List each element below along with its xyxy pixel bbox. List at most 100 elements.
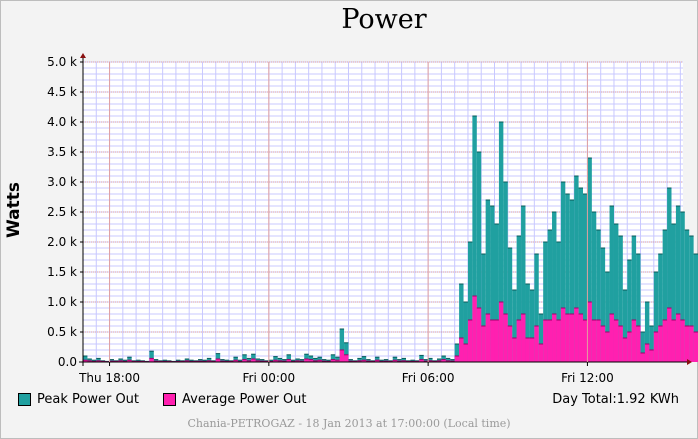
y-tick-label: 2.0 k (47, 235, 77, 249)
peak-bar (547, 230, 553, 362)
average-bar (569, 314, 575, 362)
y-tick-label: 1.5 k (47, 265, 77, 279)
x-tick-label: Fri 12:00 (561, 371, 614, 385)
y-tick-label: 4.0 k (47, 115, 77, 129)
peak-bar (459, 284, 464, 362)
peak-bar (454, 344, 460, 362)
average-bar (308, 359, 314, 362)
peak-bar (560, 182, 566, 362)
average-bar (277, 360, 283, 362)
peak-bar (680, 212, 685, 362)
peak-bar (428, 358, 433, 362)
average-bar (543, 320, 548, 362)
peak-bar (565, 194, 570, 362)
peak-bar (534, 254, 539, 362)
peak-bar (596, 230, 601, 362)
peak-bar (574, 176, 579, 362)
peak-bar (649, 326, 654, 362)
peak-bar (242, 354, 247, 362)
series-average (83, 295, 698, 363)
y-tick-label: 5.0 k (47, 55, 77, 69)
average-bar (578, 314, 583, 362)
average-bar (317, 360, 322, 362)
peak-bar (313, 358, 318, 362)
average-bar (547, 320, 553, 362)
average-bar (583, 320, 588, 362)
average-bar (565, 314, 570, 362)
average-bar (304, 359, 309, 362)
chart-plot: 0.0 0.5 k 1.0 k 1.5 k 2.0 k 2.5 k 3.0 k 3.5 k 4.… (47, 53, 698, 385)
average-bar (671, 320, 676, 362)
average-bar (636, 326, 641, 362)
average-bar (662, 320, 668, 362)
peak-bar (96, 358, 101, 362)
average-bar (467, 320, 473, 362)
peak-bar (206, 358, 212, 362)
average-bar (184, 360, 190, 362)
peak-bar (631, 236, 637, 362)
peak-bar (543, 242, 548, 362)
average-bar (490, 320, 495, 362)
average-bar (529, 338, 535, 362)
peak-bar (467, 242, 473, 362)
y-tick-label: 0.5 k (47, 325, 77, 339)
peak-bar (556, 242, 561, 362)
peak-bar (569, 200, 575, 362)
average-bar (613, 320, 619, 362)
peak-bar (693, 254, 698, 362)
peak-bar (583, 194, 588, 362)
average-bar (251, 359, 256, 362)
peak-bar (675, 206, 681, 362)
peak-bar (286, 354, 291, 362)
average-bar (596, 320, 601, 362)
peak-bar (503, 182, 508, 362)
peak-bar (392, 357, 398, 362)
average-bar (684, 326, 690, 362)
y-tick-label: 2.5 k (47, 205, 77, 219)
average-bar (516, 320, 522, 362)
peak-bar (587, 158, 592, 362)
average-bar (295, 360, 300, 362)
average-bar (242, 359, 247, 362)
average-bar (335, 360, 340, 362)
average-bar (392, 360, 398, 362)
average-bar (255, 360, 260, 362)
peak-bar (671, 224, 676, 362)
x-tick-labels: Thu 18:00 Fri 00:00 Fri 06:00 Fri 12:00 (78, 62, 614, 385)
average-bar (149, 358, 154, 362)
average-bar (556, 320, 561, 362)
y-tick-label: 3.0 k (47, 175, 77, 189)
average-bar (494, 320, 499, 362)
peak-bar (512, 290, 517, 362)
peak-bar (640, 332, 645, 362)
peak-bar (618, 236, 623, 362)
peak-bar (507, 248, 513, 362)
peak-bar (441, 356, 446, 362)
average-bar (675, 314, 681, 362)
average-bar (680, 320, 685, 362)
footer-caption: Chania-PETROGAZ - 18 Jan 2013 at 17:00:0… (187, 417, 511, 430)
peak-bar (445, 358, 451, 362)
average-bar (507, 326, 513, 362)
peak-bar (600, 248, 606, 362)
peak-bar (233, 357, 238, 362)
peak-bar (662, 230, 668, 362)
peak-bar (419, 355, 424, 362)
average-bar (118, 360, 123, 362)
average-bar (644, 344, 650, 362)
average-bar (286, 359, 291, 362)
peak-bar (127, 357, 132, 362)
average-bar (534, 326, 539, 362)
peak-bar (481, 254, 486, 362)
peak-bar (627, 260, 632, 362)
peak-bar (613, 224, 619, 362)
average-bar (419, 359, 424, 362)
average-bar (401, 360, 407, 362)
peak-bar (304, 354, 309, 362)
peak-bar (246, 358, 252, 362)
average-bar (627, 332, 632, 362)
y-tick-label: 0.0 (58, 355, 77, 369)
peak-bar (375, 357, 380, 362)
peak-bar (490, 206, 495, 362)
peak-bar (149, 351, 154, 362)
